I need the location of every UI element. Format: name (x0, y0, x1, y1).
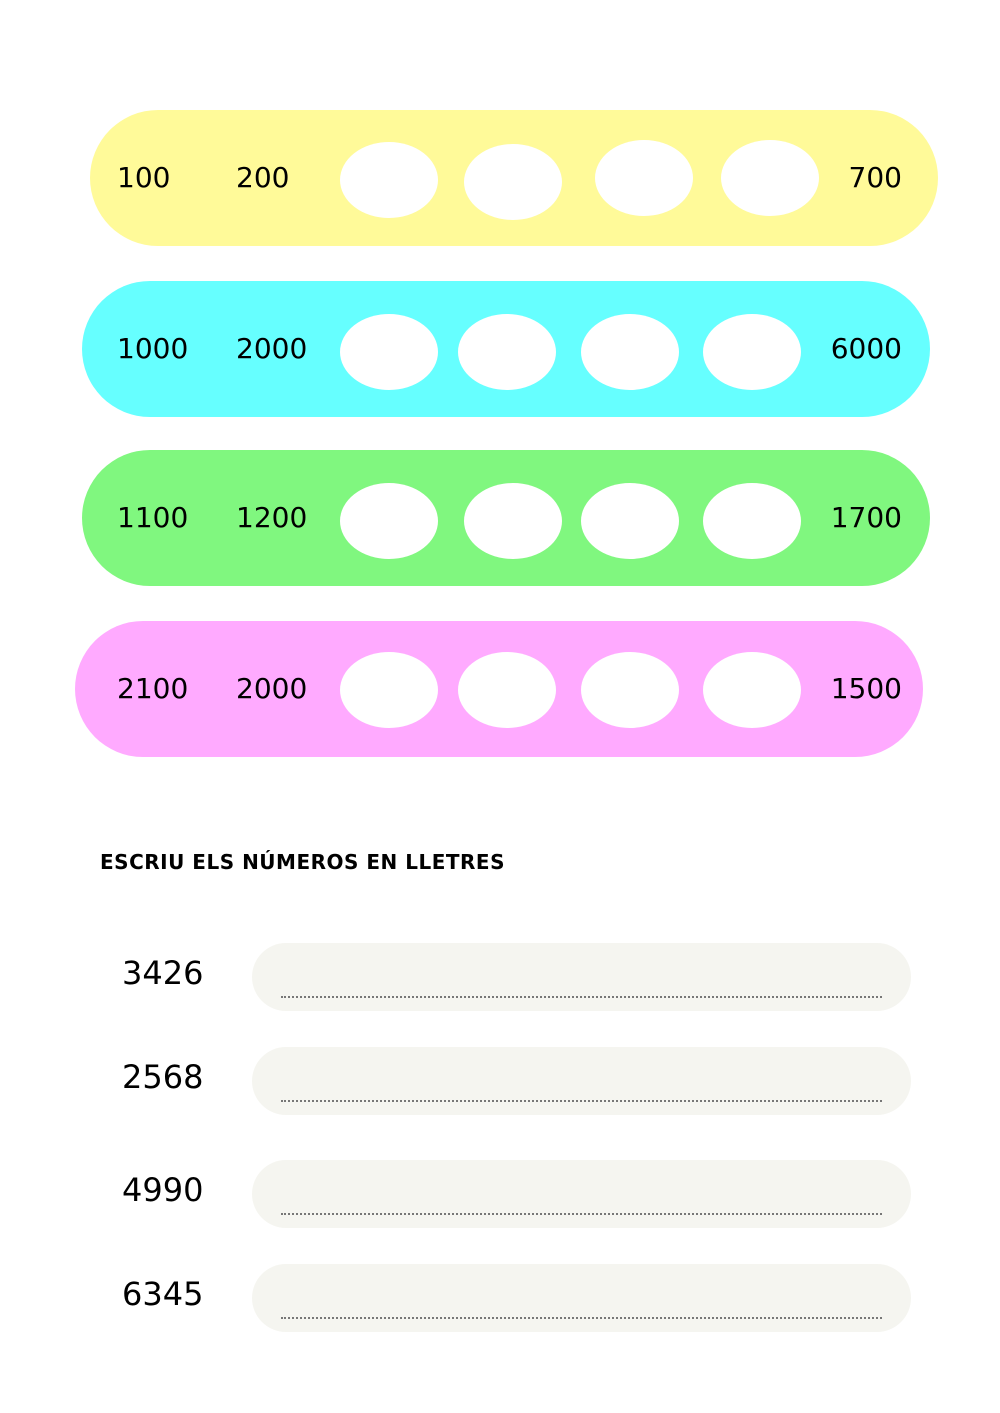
blank-answer-oval[interactable] (340, 483, 438, 559)
blank-answer-oval[interactable] (595, 140, 693, 216)
number-to-write: 4990 (122, 1171, 204, 1209)
sequence-number: 1000 (117, 332, 189, 365)
blank-answer-oval[interactable] (458, 314, 556, 390)
blank-answer-oval[interactable] (581, 314, 679, 390)
number-to-write: 2568 (122, 1058, 204, 1096)
blank-answer-oval[interactable] (340, 142, 438, 218)
dotted-writing-line (281, 1317, 882, 1319)
blank-answer-oval[interactable] (340, 314, 438, 390)
sequence-number: 2100 (117, 672, 189, 705)
sequence-number: 1500 (830, 672, 902, 705)
blank-answer-oval[interactable] (721, 140, 819, 216)
blank-answer-oval[interactable] (703, 483, 801, 559)
blank-answer-oval[interactable] (703, 314, 801, 390)
answer-writing-field[interactable] (252, 943, 911, 1011)
blank-answer-oval[interactable] (464, 483, 562, 559)
sequence-number: 2000 (236, 672, 308, 705)
sequence-number: 1100 (117, 501, 189, 534)
sequence-number: 1200 (236, 501, 308, 534)
blank-answer-oval[interactable] (340, 652, 438, 728)
blank-answer-oval[interactable] (458, 652, 556, 728)
answer-writing-field[interactable] (252, 1047, 911, 1115)
answer-writing-field[interactable] (252, 1264, 911, 1332)
blank-answer-oval[interactable] (581, 483, 679, 559)
sequence-number: 2000 (236, 332, 308, 365)
sequence-number: 6000 (830, 332, 902, 365)
number-to-write: 6345 (122, 1275, 204, 1313)
dotted-writing-line (281, 1213, 882, 1215)
writing-heading: ESCRIU ELS NÚMEROS EN LLETRES (100, 850, 505, 874)
number-to-write: 3426 (122, 954, 204, 992)
dotted-writing-line (281, 1100, 882, 1102)
sequence-number: 200 (236, 161, 290, 194)
answer-writing-field[interactable] (252, 1160, 911, 1228)
sequence-number: 100 (117, 161, 171, 194)
blank-answer-oval[interactable] (581, 652, 679, 728)
sequence-number: 1700 (830, 501, 902, 534)
blank-answer-oval[interactable] (703, 652, 801, 728)
sequence-number: 700 (848, 161, 902, 194)
blank-answer-oval[interactable] (464, 144, 562, 220)
dotted-writing-line (281, 996, 882, 998)
